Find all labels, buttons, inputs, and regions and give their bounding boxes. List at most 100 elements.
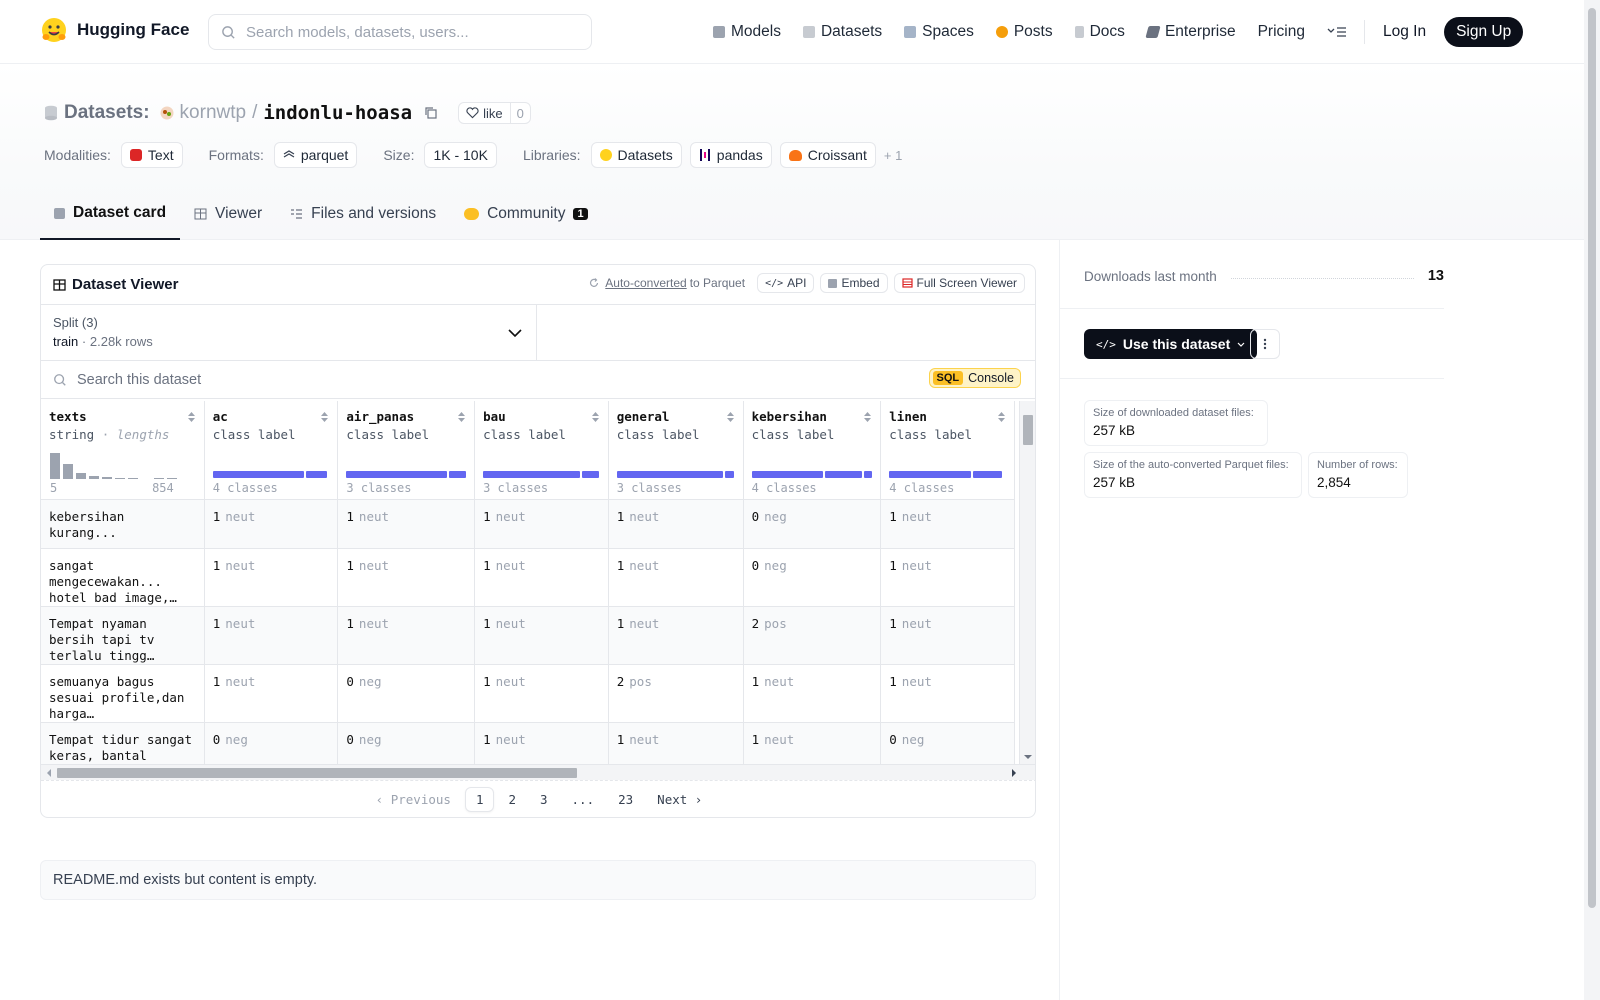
sql-console-button[interactable]: SQL Console — [928, 368, 1021, 388]
class-distribution-bar[interactable] — [825, 471, 862, 478]
histogram-bar[interactable] — [102, 477, 112, 479]
cell-class-label[interactable]: 1 neut — [880, 499, 1015, 549]
histogram-bar[interactable] — [63, 463, 73, 479]
previous-page-button[interactable]: ‹ Previous — [375, 792, 451, 807]
column-header-air-panas[interactable]: air_panas class label 3 classes — [337, 401, 476, 500]
column-header-general[interactable]: general class label 3 classes — [608, 401, 744, 500]
login-link[interactable]: Log In — [1382, 23, 1427, 40]
class-distribution-bar[interactable] — [305, 471, 327, 478]
class-distribution-bar[interactable] — [863, 471, 873, 478]
signup-button[interactable]: Sign Up — [1444, 17, 1524, 47]
copy-icon[interactable] — [424, 106, 438, 120]
data-table-container[interactable]: texts string · lengths 5 854 ac class labe… — [41, 401, 1015, 764]
cell-class-label[interactable]: 1 neut — [337, 499, 476, 549]
class-distribution-bar[interactable] — [724, 471, 735, 478]
cell-class-label[interactable]: 1 neut — [743, 664, 882, 723]
cell-class-label[interactable]: 0 neg — [337, 722, 476, 764]
tab-files[interactable]: Files and versions — [276, 188, 450, 240]
cell-text[interactable]: semuanya bagus sesuai profile,dan harga… — [41, 664, 205, 723]
nav-posts[interactable]: Posts — [985, 0, 1064, 64]
vertical-scrollbar[interactable] — [1019, 401, 1035, 764]
class-distribution-bar[interactable] — [751, 471, 824, 478]
sort-icon[interactable] — [726, 411, 735, 423]
scrollbar-thumb[interactable] — [57, 768, 577, 778]
brand-logo-link[interactable]: Hugging Face — [40, 16, 189, 44]
cell-class-label[interactable]: 1 neut — [608, 722, 744, 764]
class-distribution-bar[interactable] — [616, 471, 723, 478]
tag-parquet[interactable]: parquet — [273, 142, 358, 168]
tab-dataset-card[interactable]: Dataset card — [40, 188, 181, 240]
cell-class-label[interactable]: 1 neut — [880, 548, 1015, 607]
histogram-bar[interactable] — [76, 472, 86, 479]
scroll-down-icon[interactable] — [1023, 754, 1033, 760]
cell-class-label[interactable]: 1 neut — [608, 499, 744, 549]
column-header-kebersihan[interactable]: kebersihan class label 4 classes — [743, 401, 882, 500]
sort-icon[interactable] — [863, 411, 872, 423]
embed-button[interactable]: Embed — [820, 273, 888, 293]
histogram-bar[interactable] — [115, 477, 125, 479]
nav-spaces[interactable]: Spaces — [893, 0, 985, 64]
nav-pricing[interactable]: Pricing — [1247, 0, 1316, 64]
global-search-input[interactable] — [246, 23, 576, 41]
auto-converted-link[interactable]: Auto-converted — [605, 276, 687, 290]
cell-class-label[interactable]: 1 neut — [474, 664, 609, 723]
cell-class-label[interactable]: 2 pos — [743, 606, 882, 665]
nav-datasets[interactable]: Datasets — [792, 0, 893, 64]
nav-models[interactable]: Models — [702, 0, 792, 64]
histogram-bar[interactable] — [154, 478, 164, 479]
class-distribution-bar[interactable] — [972, 471, 1003, 478]
cell-class-label[interactable]: 1 neut — [743, 722, 882, 764]
tag-pandas[interactable]: pandas — [689, 142, 772, 168]
like-count[interactable]: 0 — [516, 105, 524, 121]
column-header-texts[interactable]: texts string · lengths 5 854 — [41, 401, 205, 500]
tag-size[interactable]: 1K - 10K — [424, 142, 497, 168]
cell-text[interactable]: Tempat tidur sangat keras, bantal besar… — [41, 722, 205, 764]
tab-viewer[interactable]: Viewer — [180, 188, 276, 240]
class-distribution-bar[interactable] — [581, 471, 600, 478]
tag-croissant[interactable]: Croissant — [779, 142, 876, 168]
cell-text[interactable]: sangat mengecewakan... hotel bad image,… — [41, 548, 205, 607]
cell-class-label[interactable]: 1 neut — [608, 606, 744, 665]
cell-class-label[interactable]: 1 neut — [204, 664, 339, 723]
cell-class-label[interactable]: 0 neg — [204, 722, 339, 764]
nav-more-menu[interactable] — [1316, 0, 1358, 64]
horizontal-scrollbar[interactable] — [41, 764, 1035, 780]
class-distribution-bar[interactable] — [483, 471, 580, 478]
cell-class-label[interactable]: 1 neut — [204, 499, 339, 549]
like-button[interactable]: like 0 — [458, 102, 531, 124]
nav-enterprise[interactable]: Enterprise — [1136, 0, 1247, 64]
scrollbar-thumb[interactable] — [1023, 415, 1033, 445]
column-header-ac[interactable]: ac class label 4 classes — [204, 401, 339, 500]
cell-class-label[interactable]: 1 neut — [474, 606, 609, 665]
sort-icon[interactable] — [320, 411, 329, 423]
nav-docs[interactable]: Docs — [1064, 0, 1136, 64]
cell-class-label[interactable]: 1 neut — [474, 548, 609, 607]
dataset-search-input[interactable] — [77, 371, 777, 388]
scroll-left-icon[interactable] — [46, 768, 52, 778]
page-1-button[interactable]: 1 — [464, 787, 495, 812]
cell-class-label[interactable]: 1 neut — [608, 548, 744, 607]
cell-class-label[interactable]: 1 neut — [337, 548, 476, 607]
full-screen-button[interactable]: Full Screen Viewer — [893, 273, 1025, 293]
use-this-dataset-button[interactable]: </> Use this dataset — [1084, 329, 1258, 359]
histogram-bar[interactable] — [167, 478, 177, 479]
page-2-button[interactable]: 2 — [508, 792, 516, 807]
api-button[interactable]: </> API — [757, 273, 815, 293]
tag-datasets-lib[interactable]: Datasets — [590, 142, 682, 168]
cell-class-label[interactable]: 1 neut — [474, 722, 609, 764]
more-tags[interactable]: + 1 — [883, 147, 903, 163]
histogram-bar[interactable] — [141, 478, 151, 479]
histogram-bar[interactable] — [89, 475, 99, 479]
class-distribution-bar[interactable] — [889, 471, 971, 478]
tab-community[interactable]: Community 1 — [450, 188, 602, 240]
cell-text[interactable]: Tempat nyaman bersih tapi tv terlalu tin… — [41, 606, 205, 665]
split-selector[interactable]: Split (3) train · 2.28k rows — [41, 305, 537, 360]
like-toggle[interactable]: like — [459, 103, 511, 123]
cell-class-label[interactable]: 0 neg — [743, 499, 882, 549]
cell-class-label[interactable]: 1 neut — [880, 606, 1015, 665]
cell-class-label[interactable]: 1 neut — [880, 664, 1015, 723]
column-header-linen[interactable]: linen class label 4 classes — [880, 401, 1015, 500]
page-3-button[interactable]: 3 — [540, 792, 548, 807]
next-page-button[interactable]: Next › — [657, 792, 703, 807]
dataset-search[interactable]: SQL Console — [41, 361, 1035, 399]
